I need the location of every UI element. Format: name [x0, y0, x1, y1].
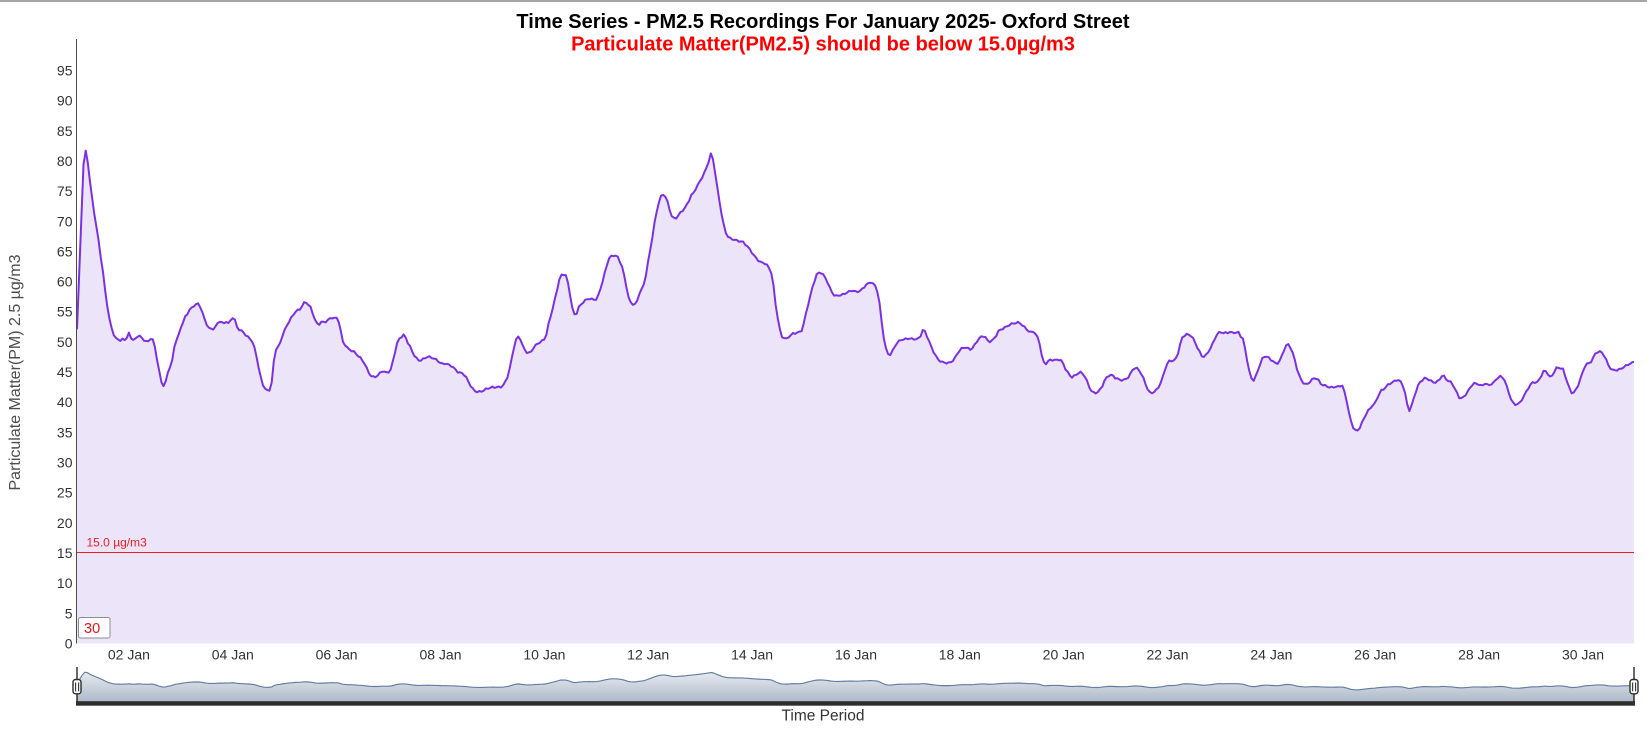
- svg-text:Time Series - PM2.5 Recordings: Time Series - PM2.5 Recordings For Janua…: [516, 11, 1130, 33]
- svg-text:45: 45: [57, 364, 73, 380]
- svg-text:15: 15: [57, 545, 73, 561]
- svg-text:85: 85: [57, 123, 73, 139]
- svg-text:40: 40: [57, 394, 73, 410]
- svg-text:25: 25: [57, 485, 73, 501]
- svg-text:20 Jan: 20 Jan: [1043, 647, 1085, 663]
- svg-text:16 Jan: 16 Jan: [835, 647, 877, 663]
- svg-text:95: 95: [57, 63, 73, 79]
- svg-text:55: 55: [57, 304, 73, 320]
- svg-text:90: 90: [57, 93, 73, 109]
- svg-text:30: 30: [57, 455, 73, 471]
- svg-text:08 Jan: 08 Jan: [419, 647, 461, 663]
- svg-text:65: 65: [57, 243, 73, 259]
- svg-text:0: 0: [65, 636, 73, 652]
- svg-text:Particulate Matter(PM) 2.5 µg/: Particulate Matter(PM) 2.5 µg/m3: [7, 254, 24, 490]
- svg-text:10 Jan: 10 Jan: [523, 647, 565, 663]
- svg-text:22 Jan: 22 Jan: [1146, 647, 1188, 663]
- svg-text:14 Jan: 14 Jan: [731, 647, 773, 663]
- svg-text:26 Jan: 26 Jan: [1354, 647, 1396, 663]
- svg-text:06 Jan: 06 Jan: [316, 647, 358, 663]
- svg-text:80: 80: [57, 153, 73, 169]
- svg-text:35: 35: [57, 424, 73, 440]
- svg-text:15.0 µg/m3: 15.0 µg/m3: [87, 536, 148, 550]
- svg-text:5: 5: [65, 605, 73, 621]
- svg-text:02 Jan: 02 Jan: [108, 647, 150, 663]
- svg-text:20: 20: [57, 515, 73, 531]
- svg-text:30 Jan: 30 Jan: [1562, 647, 1604, 663]
- svg-text:28 Jan: 28 Jan: [1458, 647, 1500, 663]
- svg-text:10: 10: [57, 575, 73, 591]
- svg-text:24 Jan: 24 Jan: [1250, 647, 1292, 663]
- svg-text:70: 70: [57, 213, 73, 229]
- svg-text:18 Jan: 18 Jan: [939, 647, 981, 663]
- svg-text:04 Jan: 04 Jan: [212, 647, 254, 663]
- svg-text:12 Jan: 12 Jan: [627, 647, 669, 663]
- svg-text:Particulate Matter(PM2.5) shou: Particulate Matter(PM2.5) should be belo…: [571, 34, 1075, 56]
- svg-text:50: 50: [57, 334, 73, 350]
- svg-text:60: 60: [57, 274, 73, 290]
- svg-text:75: 75: [57, 183, 73, 199]
- svg-text:30: 30: [84, 621, 100, 637]
- svg-text:Time Period: Time Period: [782, 708, 865, 725]
